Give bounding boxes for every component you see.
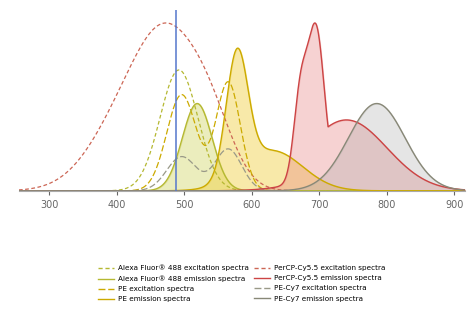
Legend: Alexa Fluor® 488 excitation spectra, Alexa Fluor® 488 emission spectra, PE excit: Alexa Fluor® 488 excitation spectra, Ale…: [95, 262, 388, 305]
